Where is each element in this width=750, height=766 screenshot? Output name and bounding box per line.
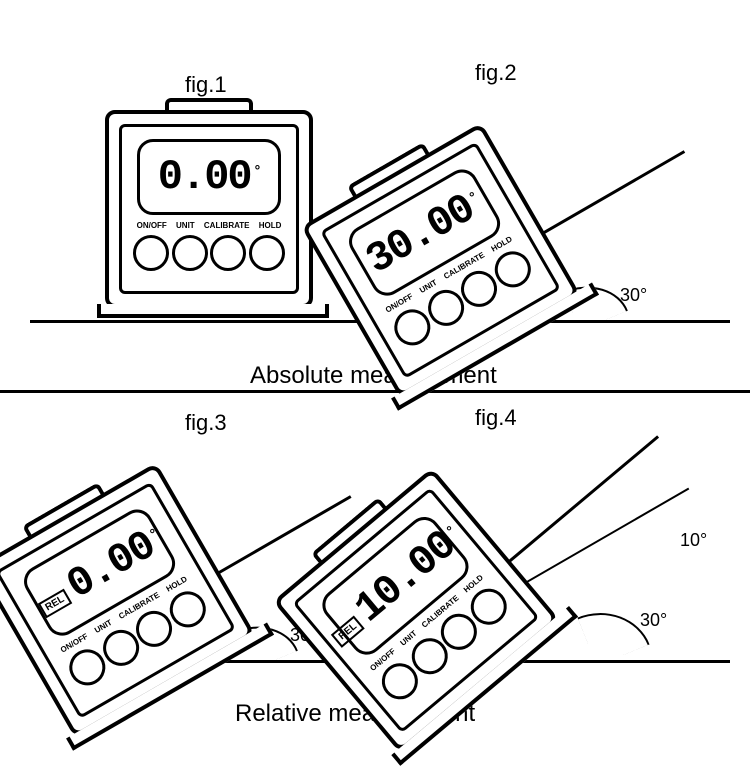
fig4-angle-arc-30 xyxy=(577,596,649,666)
button-row xyxy=(132,235,286,271)
device-face: 30.00 ° ON/OFF UNIT CALIBRATE HOLD xyxy=(320,142,561,379)
fig1-label: fig.1 xyxy=(185,72,227,98)
button-label-row: ON/OFF UNIT CALIBRATE HOLD xyxy=(132,221,286,230)
fig2-angle-label: 30° xyxy=(620,285,647,306)
btn-label-hold: HOLD xyxy=(259,221,282,230)
fig1-device: 0.00 ° ON/OFF UNIT CALIBRATE HOLD xyxy=(105,110,313,308)
fig2-device: 30.00 ° ON/OFF UNIT CALIBRATE HOLD xyxy=(301,123,580,398)
device-lcd: 0.00 ° xyxy=(137,139,281,215)
device-body: 30.00 ° ON/OFF UNIT CALIBRATE HOLD xyxy=(301,123,580,398)
unit-button[interactable] xyxy=(172,235,208,271)
btn-label-unit: UNIT xyxy=(176,221,195,230)
device-base xyxy=(97,304,329,318)
fig1-ground-line xyxy=(30,320,370,323)
device-body: 0.00 ° ON/OFF UNIT CALIBRATE HOLD xyxy=(105,110,313,308)
lcd-readout: 0.00 xyxy=(158,156,251,198)
degree-icon: ° xyxy=(255,162,261,178)
lcd-readout: 10.00 xyxy=(348,524,464,631)
btn-label-onoff: ON/OFF xyxy=(137,221,167,230)
device-face: 0.00 ° ON/OFF UNIT CALIBRATE HOLD xyxy=(119,124,299,294)
btn-label-calibrate: CALIBRATE xyxy=(204,221,250,230)
rel-indicator: REL xyxy=(331,615,365,647)
fig3-device: REL 0.00 ° ON/OFF UNIT CALIBRATE HOLD xyxy=(0,463,255,738)
device-body: REL 0.00 ° ON/OFF UNIT CALIBRATE HOLD xyxy=(0,463,255,738)
fig3-label: fig.3 xyxy=(185,410,227,436)
fig2-label: fig.2 xyxy=(475,60,517,86)
section-divider xyxy=(0,390,750,393)
device-face: REL 10.00 ° ON/OFF UNIT CALIBRATE HOLD xyxy=(292,487,539,733)
onoff-button[interactable] xyxy=(133,235,169,271)
fig4-label: fig.4 xyxy=(475,405,517,431)
calibrate-button[interactable] xyxy=(210,235,246,271)
rel-indicator: REL xyxy=(38,589,72,619)
fig4-angle-label-10: 10° xyxy=(680,530,707,551)
hold-button[interactable] xyxy=(249,235,285,271)
fig4-angle-label-30: 30° xyxy=(640,610,667,631)
